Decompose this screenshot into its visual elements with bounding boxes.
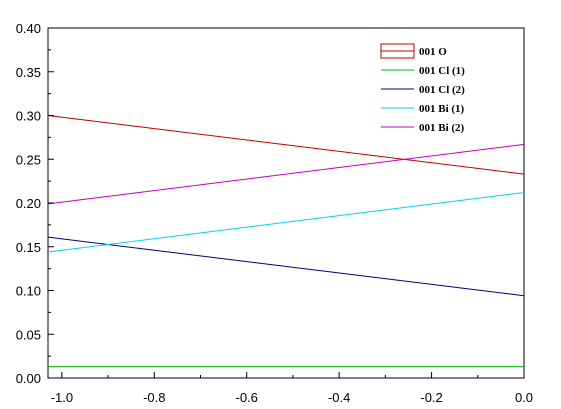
x-tick-label: -1.0 (51, 390, 73, 405)
series-layer (47, 115, 525, 368)
y-tick-label: 0.00 (16, 371, 41, 386)
legend: 001 O 001 Cl (1) 001 Cl (2) 001 Bi (1) 001 B… (380, 43, 465, 134)
legend-label-5: 001 Bi (2) (419, 122, 465, 134)
axes-layer: 0.00 0.05 0.10 0.15 0.20 0.25 0.30 0.35 0.40 -1.0… (16, 21, 533, 405)
y-tick-label: 0.35 (16, 65, 41, 80)
series-line-5 (47, 143, 525, 205)
legend-label-2: 001 Cl (1) (419, 65, 465, 77)
legend-label-4: 001 Bi (1) (419, 103, 465, 115)
legend-label-3: 001 Cl (2) (419, 84, 465, 96)
y-tick-label: 0.40 (16, 21, 41, 36)
series-line-4 (47, 192, 525, 253)
x-tick-label: -0.8 (143, 390, 165, 405)
series-line-3 (47, 236, 525, 297)
y-tick-label: 0.10 (16, 284, 41, 299)
x-tick-label: -0.6 (236, 390, 258, 405)
legend-label-1: 001 O (419, 46, 447, 58)
y-tick-label: 0.30 (16, 109, 41, 124)
x-tick-label: 0.0 (515, 390, 533, 405)
plot-border (47, 27, 525, 379)
y-tick-label: 0.15 (16, 240, 41, 255)
y-tick-label: 0.25 (16, 152, 41, 167)
y-tick-label: 0.05 (16, 327, 41, 342)
plot-area (47, 27, 525, 379)
x-tick-label: -0.4 (328, 390, 350, 405)
series-line-1 (47, 115, 525, 175)
y-tick-label: 0.20 (16, 196, 41, 211)
x-tick-label: -0.2 (420, 390, 442, 405)
